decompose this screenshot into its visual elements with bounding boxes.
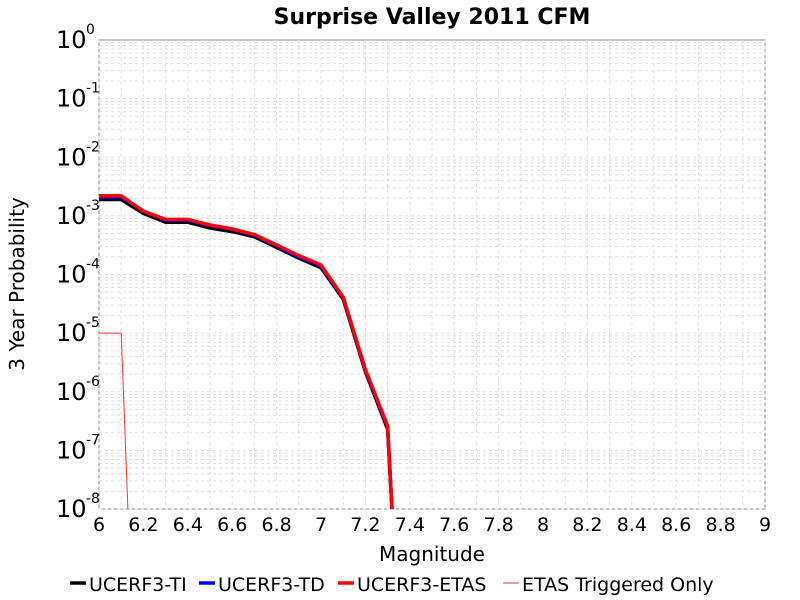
y-tick-label: 10 0 bbox=[56, 22, 95, 54]
legend-item: ETAS Triggered Only bbox=[503, 574, 714, 596]
y-tick-base: 10 bbox=[56, 319, 87, 347]
x-tick-label: 9 bbox=[759, 514, 771, 536]
y-tick-exponent: -1 bbox=[86, 81, 100, 97]
chart-title: Surprise Valley 2011 CFM bbox=[274, 5, 591, 30]
y-tick-base: 10 bbox=[56, 436, 87, 464]
y-tick-label: 10 -8 bbox=[56, 491, 100, 523]
x-tick-label: 8.8 bbox=[705, 514, 735, 536]
y-tick-label: 10 -1 bbox=[56, 81, 100, 113]
x-tick-label: 6.2 bbox=[128, 514, 158, 536]
y-tick-label: 10 -2 bbox=[56, 139, 100, 171]
x-tick-label: 8.6 bbox=[661, 514, 691, 536]
y-tick-label: 10 -4 bbox=[56, 257, 100, 289]
x-tick-label: 6 bbox=[93, 514, 105, 536]
y-tick-base: 10 bbox=[56, 495, 87, 523]
legend-label: UCERF3-TD bbox=[218, 574, 325, 596]
x-tick-label: 8 bbox=[537, 514, 549, 536]
y-tick-base: 10 bbox=[56, 143, 87, 171]
x-tick-label: 7.4 bbox=[395, 514, 425, 536]
x-tick-label: 6.6 bbox=[217, 514, 247, 536]
x-tick-labels: 6 6.2 6.4 6.6 6.8 7 7.2 7.4 7.6 7.8 8 8.2 8.4 8.6 8.8 9 bbox=[93, 514, 771, 536]
y-tick-exponent: -7 bbox=[86, 432, 100, 448]
x-tick-label: 7.8 bbox=[483, 514, 513, 536]
y-tick-label: 10 -7 bbox=[56, 432, 100, 464]
y-tick-base: 10 bbox=[56, 378, 87, 406]
y-tick-exponent: -4 bbox=[86, 257, 100, 273]
x-axis-label: Magnitude bbox=[379, 542, 485, 566]
x-tick-label: 8.4 bbox=[617, 514, 647, 536]
series-line bbox=[99, 194, 394, 510]
y-tick-base: 10 bbox=[56, 26, 87, 54]
y-tick-exponent: -2 bbox=[86, 139, 100, 155]
series-group bbox=[99, 194, 394, 510]
legend: UCERF3-TI UCERF3-TD UCERF3-ETAS ETAS Trigge… bbox=[70, 574, 714, 596]
series-line bbox=[99, 332, 129, 510]
legend-item: UCERF3-TI bbox=[70, 574, 187, 596]
y-tick-label: 10 -6 bbox=[56, 374, 100, 406]
grid bbox=[98, 40, 766, 510]
y-tick-label: 10 -5 bbox=[56, 315, 100, 347]
y-tick-base: 10 bbox=[56, 202, 87, 230]
legend-item: UCERF3-ETAS bbox=[338, 574, 486, 596]
x-tick-label: 7 bbox=[315, 514, 327, 536]
y-tick-exponent: -5 bbox=[86, 315, 100, 331]
y-tick-exponent: -8 bbox=[86, 491, 100, 507]
legend-item: UCERF3-TD bbox=[199, 574, 325, 596]
x-tick-label: 6.8 bbox=[261, 514, 291, 536]
y-tick-exponent: -6 bbox=[86, 374, 100, 390]
legend-label: UCERF3-ETAS bbox=[357, 574, 486, 596]
x-tick-label: 7.6 bbox=[439, 514, 469, 536]
x-tick-label: 7.2 bbox=[350, 514, 380, 536]
y-tick-exponent: 0 bbox=[86, 22, 95, 38]
y-tick-base: 10 bbox=[56, 261, 87, 289]
x-tick-label: 6.4 bbox=[173, 514, 203, 536]
y-tick-base: 10 bbox=[56, 85, 87, 113]
y-tick-label: 10 -3 bbox=[56, 198, 100, 230]
x-tick-label: 8.2 bbox=[572, 514, 602, 536]
legend-label: UCERF3-TI bbox=[89, 574, 187, 596]
legend-label: ETAS Triggered Only bbox=[522, 574, 714, 596]
y-axis-label: 3 Year Probability bbox=[5, 197, 29, 371]
y-tick-exponent: -3 bbox=[86, 198, 100, 214]
